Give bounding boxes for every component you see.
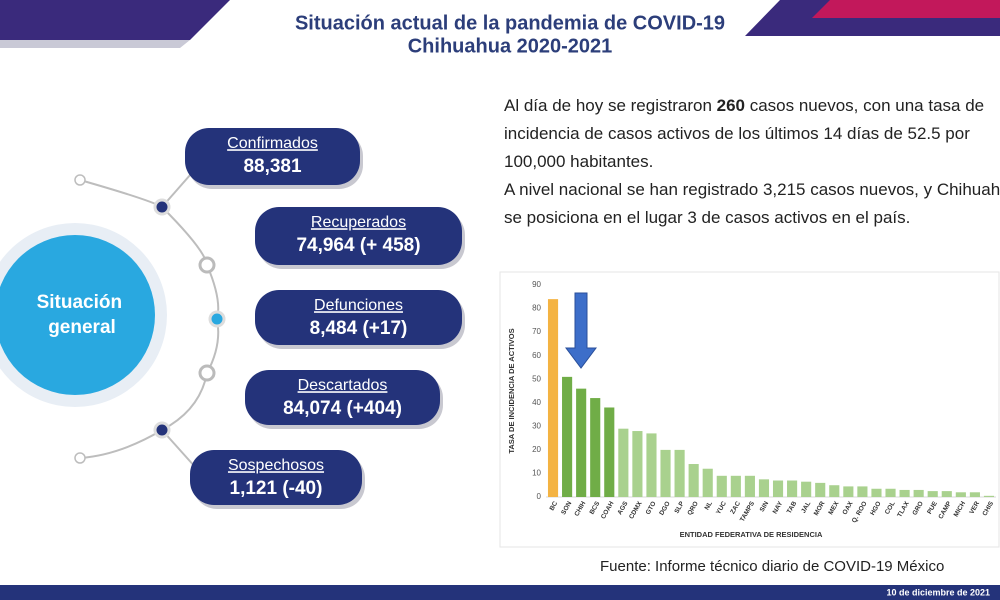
y-tick-label: 20 bbox=[532, 445, 541, 454]
subtitle: Chihuahua 2020-2021 bbox=[408, 35, 613, 57]
text: Al día de hoy se registraron bbox=[504, 96, 717, 115]
bar bbox=[941, 491, 952, 497]
node bbox=[198, 364, 216, 382]
node bbox=[198, 256, 216, 274]
x-tick-label: NL bbox=[704, 500, 714, 511]
bar bbox=[899, 489, 910, 497]
bar bbox=[913, 489, 924, 497]
arrow bbox=[565, 292, 597, 369]
center-label: Situación general bbox=[37, 292, 128, 338]
y-tick-label: 30 bbox=[532, 421, 541, 430]
bar bbox=[744, 475, 755, 497]
bar bbox=[829, 485, 840, 497]
stat-value: 74,964 (+ 458) bbox=[296, 235, 420, 256]
bar bbox=[969, 492, 980, 497]
summary-text: Al día de hoy se registraron 260 casos n… bbox=[504, 92, 1000, 232]
x-axis-label: ENTIDAD FEDERATIVA DE RESIDENCIA bbox=[680, 530, 823, 539]
bar bbox=[646, 433, 657, 497]
node bbox=[74, 452, 86, 464]
stat-value: 88,381 bbox=[243, 156, 302, 177]
center-circle bbox=[0, 235, 155, 395]
stat-label: Defunciones bbox=[314, 297, 403, 314]
stat-value: 1,121 (-40) bbox=[230, 478, 323, 499]
stat-label: Recuperados bbox=[311, 214, 406, 231]
bar bbox=[955, 492, 966, 497]
y-axis-label: TASA DE INCIDENCIA DE ACTIVOS bbox=[507, 328, 516, 453]
stat-label: Descartados bbox=[298, 377, 388, 394]
y-tick-label: 70 bbox=[532, 327, 541, 336]
text: casos nuevos, con una tasa de incidencia… bbox=[504, 96, 985, 171]
stat-box bbox=[245, 370, 440, 425]
bar bbox=[801, 481, 812, 497]
stat-label: Sospechosos bbox=[228, 457, 324, 474]
y-tick-label: 80 bbox=[532, 304, 541, 313]
stat-card: Recuperados 74,964 (+ 458) bbox=[255, 207, 465, 269]
paragraph: Al día de hoy se registraron 260 casos n… bbox=[504, 92, 1000, 176]
stat-card: Confirmados 88,381 bbox=[185, 128, 363, 189]
stat-card: Descartados 84,074 (+404) bbox=[245, 370, 443, 429]
bar bbox=[815, 482, 826, 497]
bar bbox=[688, 464, 699, 497]
stat-card: Sospechosos 1,121 (-40) bbox=[190, 450, 365, 509]
node bbox=[208, 310, 226, 328]
x-tick-label: SIN bbox=[759, 500, 771, 513]
bar bbox=[871, 488, 882, 497]
node bbox=[74, 174, 86, 186]
y-tick-label: 50 bbox=[532, 374, 541, 383]
bar bbox=[604, 407, 615, 497]
y-tick-label: 10 bbox=[532, 469, 541, 478]
bar bbox=[547, 299, 559, 497]
y-tick-label: 0 bbox=[537, 492, 542, 501]
bar bbox=[576, 388, 587, 497]
stat-box bbox=[255, 207, 462, 265]
header-decoration bbox=[812, 0, 1000, 18]
stat-label: Confirmados bbox=[227, 135, 318, 152]
title: Situación actual de la pandemia de COVID… bbox=[295, 12, 725, 34]
source: Fuente: Informe técnico diario de COVID-… bbox=[600, 558, 945, 575]
stat-box bbox=[185, 128, 360, 185]
bar bbox=[843, 486, 854, 497]
bar bbox=[787, 480, 798, 497]
y-tick-label: 60 bbox=[532, 351, 541, 360]
stat-card: Defunciones 8,484 (+17) bbox=[255, 290, 465, 349]
bar bbox=[885, 488, 896, 497]
header-decoration bbox=[0, 0, 230, 40]
bar bbox=[618, 428, 629, 497]
node bbox=[153, 198, 171, 216]
footer-bar bbox=[0, 585, 1000, 600]
stat-box bbox=[255, 290, 462, 345]
bar bbox=[983, 495, 995, 497]
y-tick-label: 40 bbox=[532, 398, 541, 407]
bar bbox=[702, 468, 713, 497]
bar bbox=[927, 491, 938, 497]
bar bbox=[772, 480, 784, 497]
bar bbox=[562, 376, 573, 497]
highlight: 260 bbox=[716, 96, 745, 115]
node bbox=[153, 421, 171, 439]
paragraph: A nivel nacional se han registrado 3,215… bbox=[504, 180, 1000, 227]
bar bbox=[716, 475, 727, 497]
bar bbox=[590, 398, 601, 497]
bar bbox=[758, 479, 770, 497]
bar bbox=[857, 486, 868, 497]
footer-date: 10 de diciembre de 2021 bbox=[886, 587, 990, 597]
y-tick-label: 90 bbox=[532, 280, 541, 289]
header-decoration bbox=[0, 40, 190, 48]
bar bbox=[632, 431, 643, 497]
bar bbox=[674, 449, 685, 497]
stat-value: 84,074 (+404) bbox=[283, 398, 402, 419]
chart: 0 10 20 30 40 50 60 70 80 90 TASA DE INCIDENCIA DE… bbox=[507, 280, 996, 539]
stat-box bbox=[190, 450, 362, 505]
stat-value: 8,484 (+17) bbox=[310, 318, 408, 339]
stats: Confirmados 88,381 Recuperados 74,964 (+ 45… bbox=[185, 128, 465, 509]
x-tick-label: BC bbox=[548, 500, 559, 512]
bar bbox=[660, 449, 671, 497]
bar bbox=[730, 475, 741, 497]
